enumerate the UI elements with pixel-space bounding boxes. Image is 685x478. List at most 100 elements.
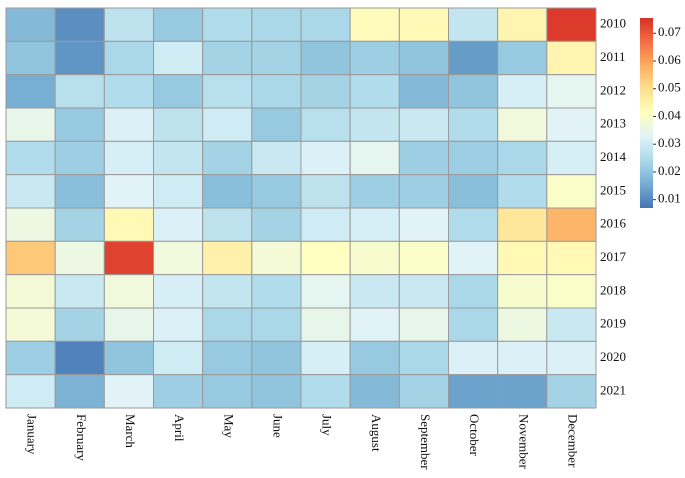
heat-cell [349,207,400,242]
heat-cell [251,207,302,242]
heat-cell [497,7,548,42]
heat-cell [546,7,597,42]
heat-cell [497,140,548,176]
heat-cell [546,374,597,409]
heat-cell [54,140,105,176]
heat-cell [5,40,56,76]
heat-cell [398,207,450,242]
heat-cell [300,74,351,109]
heat-cell [202,74,253,109]
heat-cell [398,7,450,42]
colorbar-tick-label: 0.06 [658,52,681,67]
y-tick-label: 2011 [600,49,626,64]
heat-cell [546,107,597,142]
heat-cell [54,240,105,276]
heat-cell [202,140,253,176]
heat-cell [546,74,597,109]
heat-cell [153,40,204,76]
x-tick-label: July [320,414,335,436]
heat-cell [103,107,155,142]
heat-cell [398,340,450,376]
heat-cell [349,7,400,42]
heat-cell [103,307,155,342]
heat-cell [448,307,499,342]
heat-cell [54,307,105,342]
y-tick-label: 2015 [600,182,626,197]
heat-cell [448,340,499,376]
heat-cell [153,74,204,109]
heat-cell [153,174,204,209]
heat-cell [5,274,56,309]
heat-cell [398,240,450,276]
heat-cell [5,107,56,142]
heat-cell [103,140,155,176]
heat-cell [546,240,597,276]
heat-cell [103,74,155,109]
heat-cell [448,7,499,42]
heat-cell [153,7,204,42]
x-tick-label: September [418,414,433,470]
heat-cell [300,274,351,309]
heat-cell [54,374,105,409]
heat-cell [546,307,597,342]
heat-cell [448,374,499,409]
heat-cell [153,307,204,342]
heat-cell [300,140,351,176]
heat-cell [103,340,155,376]
heat-cell [5,340,56,376]
y-tick-label: 2012 [600,82,626,97]
heat-cell [300,207,351,242]
heat-cell [202,374,253,409]
heat-cell [546,174,597,209]
heat-cell [5,174,56,209]
heat-cell [5,374,56,409]
heat-cell [251,7,302,42]
heat-cell [54,340,105,376]
heat-cell [398,174,450,209]
heat-cell [5,74,56,109]
heat-cell [153,207,204,242]
heat-cell [300,374,351,409]
heat-cell [349,240,400,276]
heat-cell [300,307,351,342]
y-tick-label: 2021 [600,382,626,397]
heat-cell [546,40,597,76]
heat-cell [300,340,351,376]
heat-cell [5,7,56,42]
heat-cell [202,207,253,242]
x-tick-label: December [565,414,580,468]
heat-cell [153,140,204,176]
heat-cell [54,174,105,209]
heat-cell [448,174,499,209]
heat-cell [546,140,597,176]
y-tick-label: 2013 [600,116,626,131]
y-tick-label: 2019 [600,316,626,331]
heat-cell [202,40,253,76]
heat-cell [153,274,204,309]
heat-cell [103,274,155,309]
heat-cell [202,274,253,309]
heat-cell [546,207,597,242]
heat-cell [448,140,499,176]
heat-cell [497,307,548,342]
heat-cell [300,174,351,209]
heat-cell [251,40,302,76]
y-tick-label: 2014 [600,149,627,164]
heat-cell [398,374,450,409]
colorbar-tick-label: 0.02 [658,163,681,178]
heat-cell [5,307,56,342]
heat-cell [349,374,400,409]
heat-cell [349,274,400,309]
colorbar [640,18,653,208]
x-tick-label: January [25,414,40,455]
heat-cell [103,374,155,409]
heat-cell [300,7,351,42]
heat-cell [54,7,105,42]
heat-cell [349,307,400,342]
y-tick-label: 2010 [600,16,626,31]
heat-cell [202,7,253,42]
heat-cell [398,40,450,76]
heat-cell [349,174,400,209]
heat-cell [300,240,351,276]
